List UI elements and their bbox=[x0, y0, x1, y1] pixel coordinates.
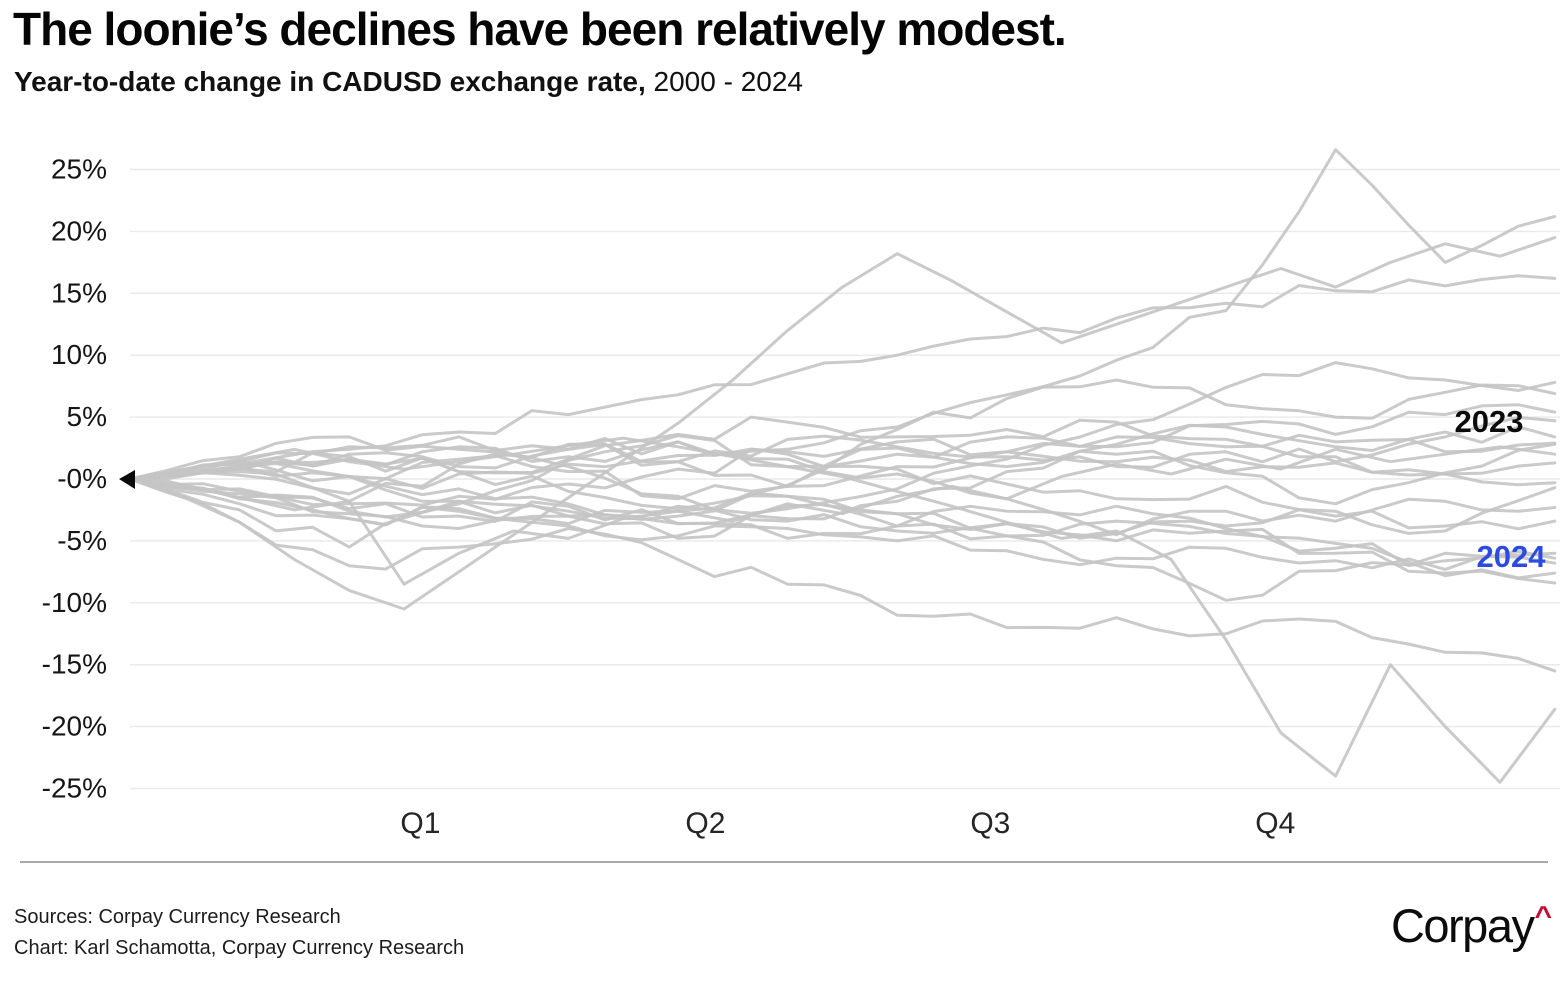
sources-line: Sources: Corpay Currency Research bbox=[14, 906, 341, 928]
history-line-2009 bbox=[128, 236, 1557, 611]
history-line-2014 bbox=[128, 477, 1557, 585]
corpay-logo: Corpay ^ bbox=[1391, 898, 1552, 953]
x-tick-label-Q3: Q3 bbox=[970, 807, 1010, 840]
x-tick-label-Q2: Q2 bbox=[685, 807, 725, 840]
history-line-2008 bbox=[128, 436, 1557, 784]
history-line-2013 bbox=[128, 477, 1557, 568]
series-label-2023: 2023 bbox=[1455, 404, 1524, 439]
y-tick-label: -0% bbox=[57, 463, 107, 494]
footer-divider bbox=[20, 861, 1548, 863]
y-tick-label: 5% bbox=[67, 401, 107, 432]
origin-marker-icon bbox=[119, 470, 135, 489]
y-tick-label: -25% bbox=[42, 773, 107, 804]
series-label-2024: 2024 bbox=[1476, 539, 1546, 574]
chart-credit-line: Chart: Karl Schamotta, Corpay Currency R… bbox=[14, 937, 465, 959]
y-tick-label: -10% bbox=[42, 587, 107, 618]
history-line-2011 bbox=[128, 435, 1557, 537]
y-tick-label: -5% bbox=[57, 525, 107, 556]
history-line-2017 bbox=[128, 378, 1557, 521]
page-title: The loonie’s declines have been relative… bbox=[13, 3, 1067, 55]
y-tick-label: 25% bbox=[51, 154, 107, 185]
history-line-2010 bbox=[128, 403, 1557, 503]
y-tick-label: 15% bbox=[51, 277, 107, 308]
history-line-2020 bbox=[128, 445, 1557, 586]
history-line-2018 bbox=[128, 458, 1557, 580]
x-tick-label-Q4: Q4 bbox=[1255, 807, 1295, 840]
cadusd-line-chart: 25% 20% 15% 10% 5% -0% -5% -10% -15% -20% -25% Q1 Q2… bbox=[42, 148, 1560, 840]
history-line-2002 bbox=[128, 437, 1557, 507]
history-line-2015 bbox=[128, 477, 1557, 673]
subtitle-year-range: 2000 - 2024 bbox=[653, 66, 803, 97]
corpay-logo-text: Corpay bbox=[1390, 899, 1535, 952]
history-line-2022 bbox=[128, 456, 1557, 602]
y-tick-label: 20% bbox=[51, 215, 107, 246]
x-tick-label-Q1: Q1 bbox=[400, 807, 440, 840]
subtitle-text: Year-to-date change in CADUSD exchange r… bbox=[14, 66, 646, 97]
history-line-2012 bbox=[128, 433, 1557, 501]
history-line-2004 bbox=[128, 361, 1557, 515]
y-tick-label: -15% bbox=[42, 649, 107, 680]
chart-subtitle: Year-to-date change in CADUSD exchange r… bbox=[14, 66, 803, 98]
footer-credits: Sources: Corpay Currency Research Chart:… bbox=[14, 902, 464, 964]
y-tick-label: -20% bbox=[42, 711, 107, 742]
corpay-caret-icon: ^ bbox=[1534, 901, 1552, 932]
y-tick-label: 10% bbox=[51, 339, 107, 370]
